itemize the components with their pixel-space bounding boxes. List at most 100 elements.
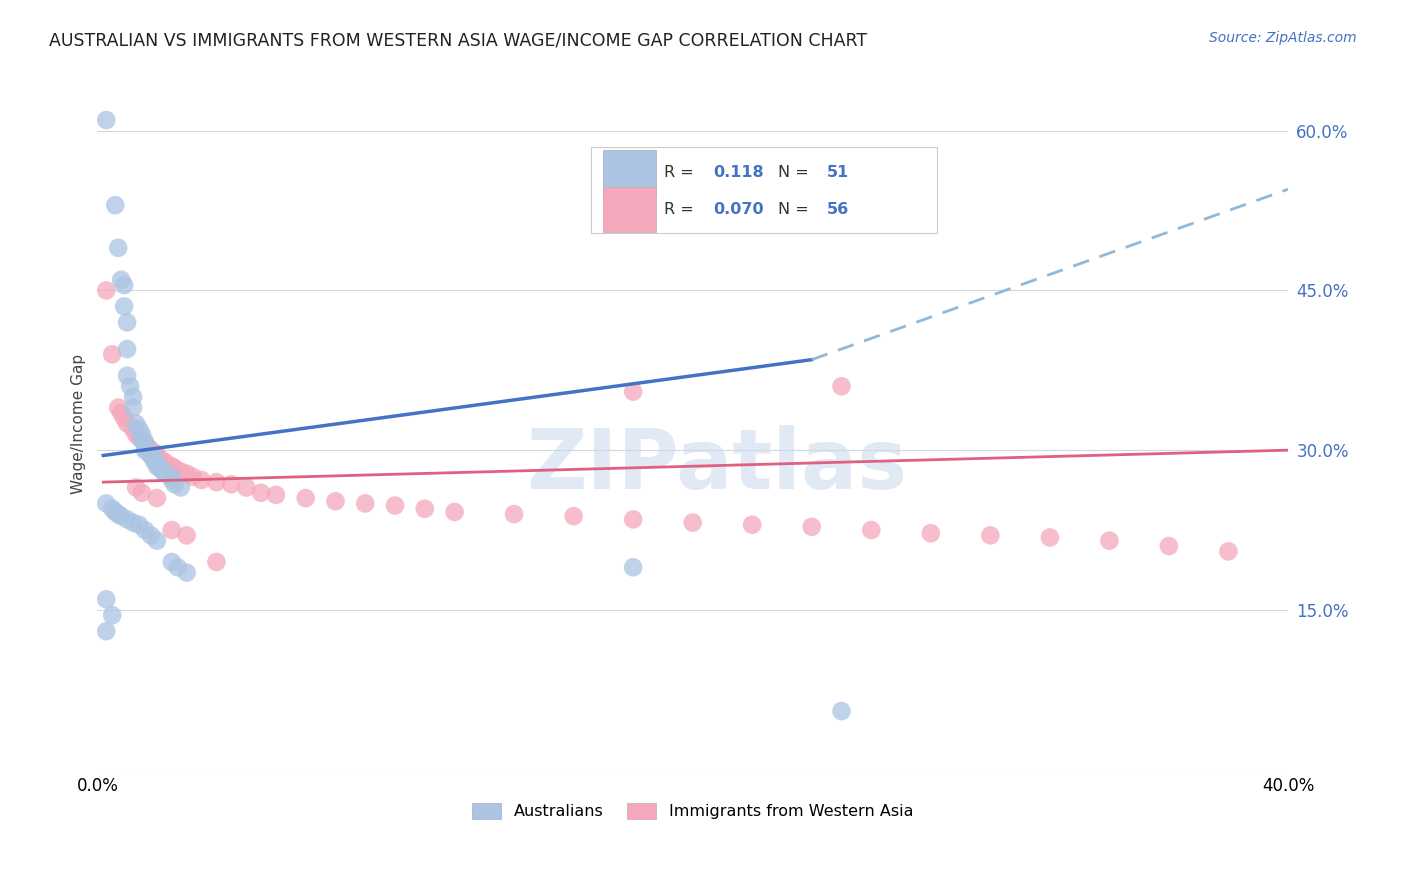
- Point: [800, 520, 823, 534]
- Point: [131, 433, 153, 447]
- Point: [163, 461, 186, 475]
- Point: [831, 379, 853, 393]
- Point: [205, 555, 228, 569]
- Point: [112, 411, 135, 425]
- Point: [101, 501, 124, 516]
- Point: [110, 509, 132, 524]
- Point: [122, 516, 145, 530]
- Text: R =: R =: [664, 165, 699, 180]
- Point: [264, 488, 287, 502]
- Point: [176, 566, 198, 580]
- Point: [831, 704, 853, 718]
- Point: [96, 284, 118, 298]
- Point: [142, 454, 165, 468]
- Point: [146, 491, 169, 505]
- Point: [181, 470, 204, 484]
- Point: [107, 401, 129, 415]
- Point: [176, 467, 198, 481]
- Point: [115, 512, 138, 526]
- Point: [122, 401, 145, 415]
- Text: 51: 51: [827, 165, 849, 180]
- Point: [125, 427, 148, 442]
- Point: [110, 406, 132, 420]
- Point: [134, 438, 156, 452]
- Legend: Australians, Immigrants from Western Asia: Australians, Immigrants from Western Asi…: [467, 797, 918, 824]
- Point: [621, 512, 644, 526]
- Point: [170, 480, 193, 494]
- Text: Source: ZipAtlas.com: Source: ZipAtlas.com: [1209, 31, 1357, 45]
- Point: [134, 438, 156, 452]
- Point: [110, 273, 132, 287]
- Point: [166, 560, 188, 574]
- Text: N =: N =: [779, 165, 814, 180]
- Point: [621, 560, 644, 574]
- Point: [131, 485, 153, 500]
- Point: [112, 299, 135, 313]
- Point: [152, 454, 174, 468]
- Point: [250, 485, 273, 500]
- Point: [354, 496, 377, 510]
- Point: [160, 555, 183, 569]
- Point: [1098, 533, 1121, 548]
- Point: [96, 592, 118, 607]
- Point: [384, 499, 406, 513]
- Point: [235, 480, 257, 494]
- Text: N =: N =: [779, 202, 814, 218]
- Text: AUSTRALIAN VS IMMIGRANTS FROM WESTERN ASIA WAGE/INCOME GAP CORRELATION CHART: AUSTRALIAN VS IMMIGRANTS FROM WESTERN AS…: [49, 31, 868, 49]
- Point: [115, 342, 138, 356]
- Point: [979, 528, 1001, 542]
- Point: [128, 430, 150, 444]
- Point: [176, 528, 198, 542]
- Point: [146, 456, 169, 470]
- Point: [1039, 531, 1062, 545]
- Y-axis label: Wage/Income Gap: Wage/Income Gap: [72, 353, 86, 493]
- Point: [115, 368, 138, 383]
- Point: [142, 445, 165, 459]
- Point: [112, 278, 135, 293]
- Point: [122, 390, 145, 404]
- Point: [1218, 544, 1240, 558]
- Text: 0.118: 0.118: [713, 165, 763, 180]
- Point: [860, 523, 883, 537]
- Point: [155, 467, 177, 481]
- Point: [131, 433, 153, 447]
- Point: [136, 440, 159, 454]
- FancyBboxPatch shape: [592, 146, 936, 233]
- Point: [96, 624, 118, 639]
- Point: [146, 459, 169, 474]
- Point: [503, 507, 526, 521]
- Point: [134, 523, 156, 537]
- FancyBboxPatch shape: [603, 187, 655, 232]
- Point: [160, 473, 183, 487]
- Point: [104, 198, 127, 212]
- Point: [325, 494, 347, 508]
- Point: [136, 445, 159, 459]
- Point: [142, 450, 165, 465]
- Point: [205, 475, 228, 489]
- Point: [294, 491, 316, 505]
- Point: [163, 477, 186, 491]
- Point: [621, 384, 644, 399]
- Point: [160, 470, 183, 484]
- Point: [152, 465, 174, 479]
- Point: [131, 427, 153, 442]
- Point: [139, 443, 162, 458]
- Point: [125, 417, 148, 431]
- Text: ZIPatlas: ZIPatlas: [526, 425, 907, 506]
- Point: [96, 113, 118, 128]
- Point: [221, 477, 243, 491]
- Point: [139, 528, 162, 542]
- Point: [107, 241, 129, 255]
- Point: [562, 509, 585, 524]
- Point: [160, 459, 183, 474]
- Point: [128, 517, 150, 532]
- Point: [149, 451, 172, 466]
- FancyBboxPatch shape: [603, 150, 655, 195]
- Point: [146, 533, 169, 548]
- Text: 56: 56: [827, 202, 849, 218]
- Point: [170, 465, 193, 479]
- Point: [101, 608, 124, 623]
- Point: [190, 473, 212, 487]
- Point: [115, 417, 138, 431]
- Point: [115, 315, 138, 329]
